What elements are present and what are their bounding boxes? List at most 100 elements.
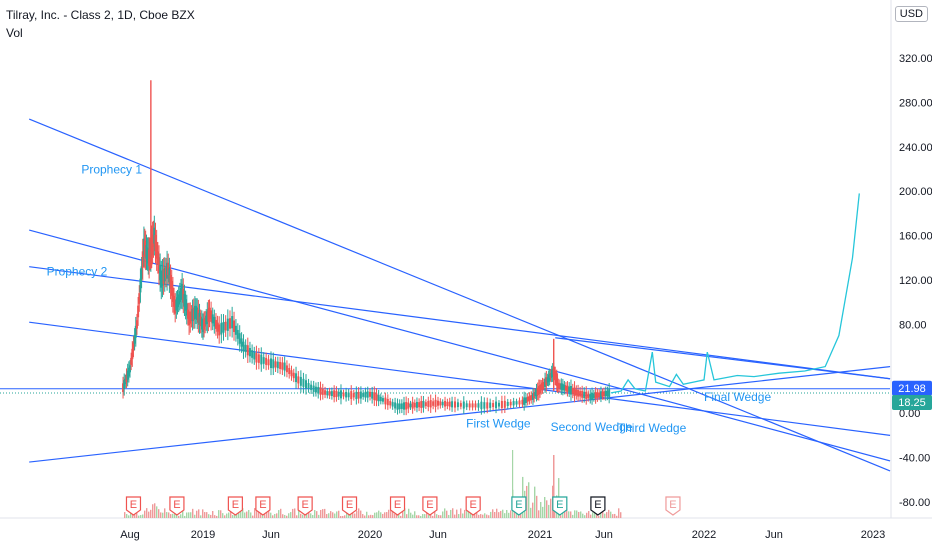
volume-bar [376, 512, 378, 518]
candle-body [154, 234, 157, 252]
candle-body [166, 262, 169, 279]
candle-body [155, 242, 158, 259]
candle-body [429, 400, 432, 408]
candle-body [405, 402, 408, 410]
volume-bar [298, 510, 300, 518]
earnings-marker [169, 496, 185, 516]
volume-bar [470, 509, 472, 518]
candle-body [427, 401, 430, 407]
earnings-marker-label: E [470, 499, 477, 511]
volume-bar [180, 514, 182, 518]
volume-bar [464, 509, 466, 518]
volume-bar [560, 515, 562, 518]
volume-bar [578, 511, 580, 518]
y-tick-label: 280.00 [899, 97, 932, 109]
volume-bar [138, 515, 140, 518]
candle-body [127, 367, 130, 377]
volume-bar [362, 514, 364, 518]
currency-button[interactable]: USD [894, 6, 928, 22]
volume-bar [152, 504, 154, 518]
volume-bar [280, 508, 282, 518]
volume-bar [358, 508, 360, 518]
candle-body [333, 390, 336, 398]
volume-bar [264, 514, 266, 518]
candle-body [179, 287, 182, 300]
volume-bar [588, 511, 590, 518]
volume-bar [342, 515, 344, 518]
candle-body [352, 393, 355, 398]
candle-body [441, 401, 444, 406]
candle-body [373, 392, 376, 401]
volume-bar [426, 512, 428, 518]
volume-bar [278, 510, 280, 518]
volume-bar [582, 513, 584, 518]
candle-body [199, 316, 202, 327]
candle-body [587, 393, 590, 399]
volume-bar [618, 508, 620, 518]
candle-body [160, 272, 163, 288]
candle-body [375, 393, 378, 401]
volume-bar [546, 500, 548, 518]
candle-body [124, 378, 127, 384]
candle-body [468, 403, 471, 408]
candle-body [369, 391, 371, 397]
volume-bar [328, 513, 330, 518]
earnings-marker-label: E [426, 499, 433, 511]
candle-body [288, 367, 291, 375]
volume-bar [316, 511, 318, 518]
x-tick-label: Jun [765, 529, 783, 541]
candle-body [292, 372, 295, 379]
candle-body [276, 361, 279, 369]
candle-body [379, 396, 382, 402]
volume-bar [390, 510, 392, 518]
candle-body [535, 389, 538, 397]
volume-bar [252, 515, 254, 518]
volume-bar [220, 510, 222, 518]
x-tick-label: Jun [595, 529, 613, 541]
earnings-marker-label: E [394, 499, 401, 511]
candle-body [394, 402, 397, 409]
candle-body [546, 377, 549, 383]
volume-bar [444, 508, 446, 518]
volume-bar [510, 510, 512, 518]
volume-bar [382, 513, 384, 518]
candle-body [224, 321, 227, 331]
volume-bar [372, 515, 374, 518]
volume-bar [320, 509, 322, 518]
volume-bar [468, 511, 470, 518]
trendline [29, 266, 891, 380]
candle-body [523, 397, 526, 405]
candle-body [330, 391, 333, 397]
candle-body [304, 380, 307, 389]
candle-body [131, 348, 134, 360]
volume-bar [544, 496, 546, 518]
volume-bar [540, 501, 542, 518]
volume-bar [158, 509, 160, 518]
candle-body [456, 402, 459, 408]
candle-body [518, 400, 521, 405]
volume-bar [134, 514, 136, 518]
candle-body [185, 303, 188, 316]
candle-body [465, 403, 468, 408]
candle-body [159, 264, 162, 281]
candle-body [216, 322, 219, 332]
candle-body [238, 333, 241, 344]
candle-body [528, 395, 531, 401]
y-tick-label: 320.00 [899, 53, 932, 65]
candle-body [191, 308, 194, 322]
candle-body [585, 391, 588, 400]
candle-body [418, 402, 421, 408]
candle-body [208, 307, 211, 319]
candle-body [608, 389, 611, 398]
candle-body [598, 392, 601, 397]
candle-body [577, 389, 580, 397]
candle-body [171, 287, 174, 302]
earnings-marker-label: E [346, 499, 353, 511]
earnings-marker [125, 496, 142, 516]
volume-bar [542, 506, 544, 518]
candle-body [563, 384, 566, 391]
candle-body [123, 380, 126, 389]
candle-body [526, 396, 529, 402]
volume-bar [528, 482, 530, 518]
